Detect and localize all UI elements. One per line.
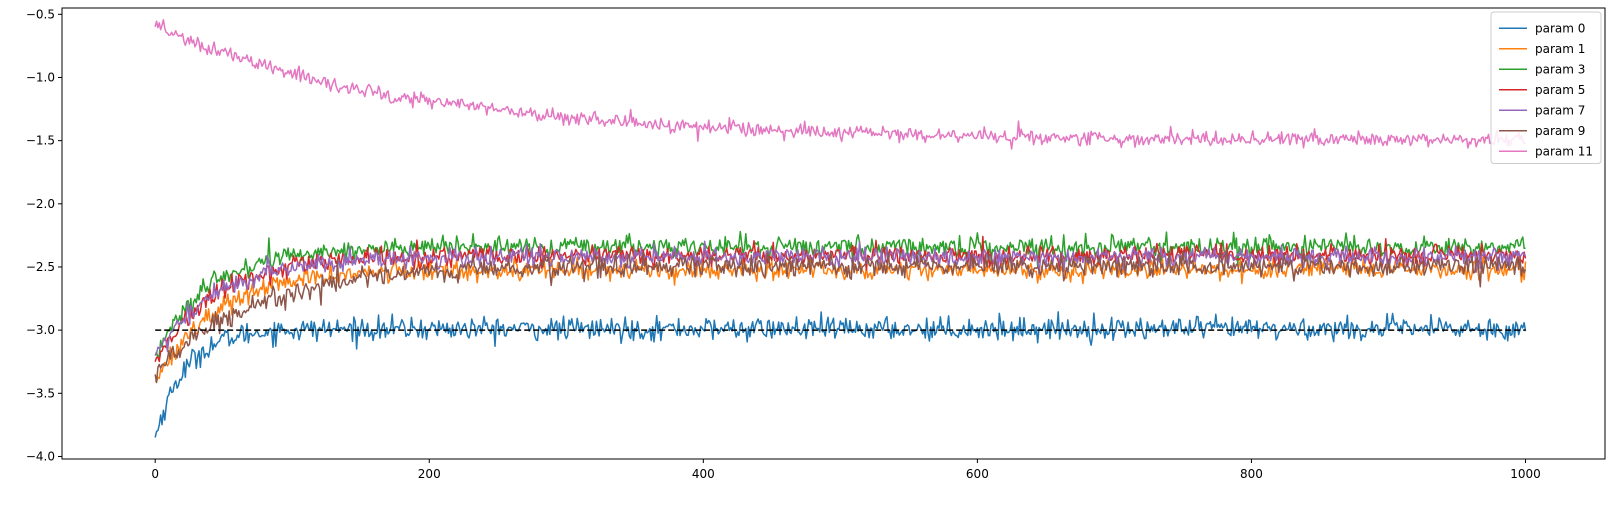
legend-label: param 7 <box>1535 103 1585 117</box>
legend-box <box>1490 11 1602 164</box>
y-axis: −4.0 −3.5 −3.0 −2.5 −2.0 −1.5 −1.0 −0.5 <box>26 7 62 463</box>
legend-label: param 5 <box>1535 83 1585 97</box>
y-tick-label: −1.0 <box>26 70 55 84</box>
y-tick-label: −4.0 <box>26 449 55 463</box>
plot-frame <box>61 7 1606 460</box>
legend-label: param 0 <box>1535 21 1585 35</box>
series-line-param-0 <box>154 311 1527 438</box>
legend-label: param 9 <box>1535 124 1585 138</box>
legend: param 0 param 1 param 3 param 5 param 7 param… <box>1490 11 1602 164</box>
y-tick-label: −2.0 <box>26 197 55 211</box>
x-tick-label: 600 <box>966 467 989 481</box>
x-tick-label: 400 <box>692 467 715 481</box>
series-line-param-9 <box>154 247 1527 384</box>
x-tick-label: 200 <box>418 467 441 481</box>
legend-label: param 1 <box>1535 42 1585 56</box>
y-tick-label: −3.0 <box>26 323 55 337</box>
x-tick-label: 0 <box>151 467 159 481</box>
x-axis: 0 200 400 600 800 1000 <box>151 459 1541 481</box>
legend-label: param 3 <box>1535 62 1585 76</box>
series-line-param-11 <box>154 19 1526 150</box>
y-tick-label: −2.5 <box>26 260 55 274</box>
y-tick-label: −3.5 <box>26 386 55 400</box>
series-line-param-7 <box>154 240 1527 356</box>
series-layer <box>154 19 1527 438</box>
x-tick-label: 1000 <box>1510 467 1541 481</box>
y-tick-label: −1.5 <box>26 134 55 148</box>
y-tick-label: −0.5 <box>26 7 55 21</box>
x-tick-label: 800 <box>1240 467 1263 481</box>
legend-label: param 11 <box>1535 144 1593 158</box>
